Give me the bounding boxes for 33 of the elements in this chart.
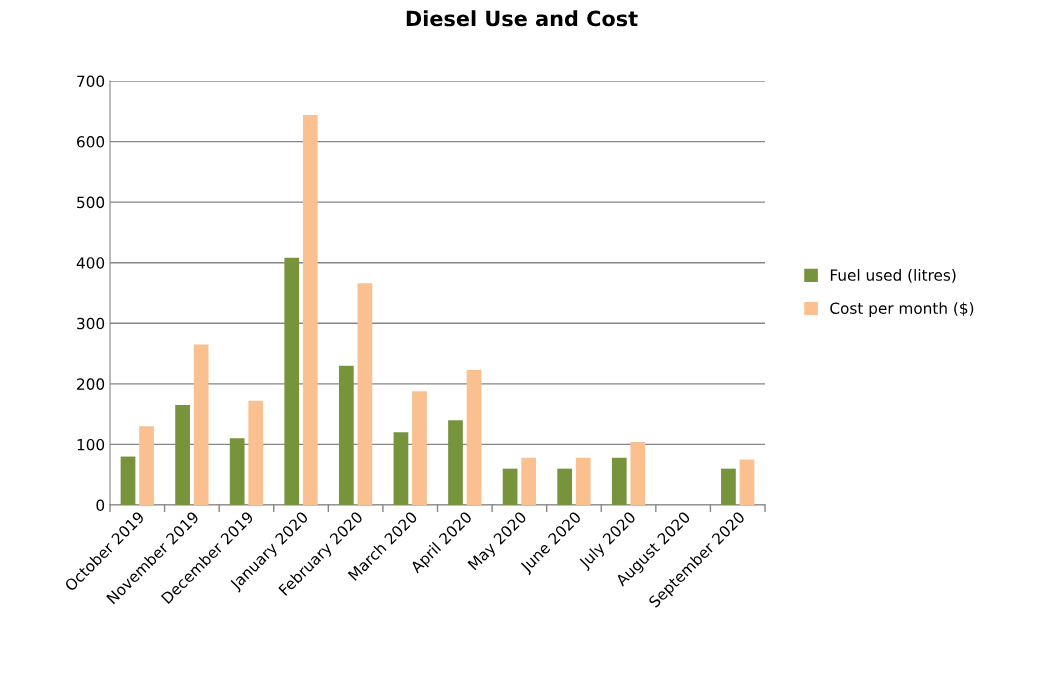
chart-title: Diesel Use and Cost: [406, 10, 638, 27]
y-tick-label: 700: [77, 75, 105, 88]
bar: [721, 468, 736, 505]
bar: [630, 442, 646, 505]
y-tick-label: 300: [77, 317, 105, 330]
bar: [248, 400, 264, 505]
bar: [466, 369, 482, 505]
bar: [521, 457, 537, 505]
bar: [557, 468, 573, 505]
y-tick-label: 200: [77, 378, 105, 390]
y-tick-label: 400: [76, 257, 105, 269]
bar: [393, 432, 409, 505]
y-tick-label: 600: [77, 136, 105, 148]
bar: [739, 459, 755, 505]
bar: [120, 456, 136, 505]
bar: [284, 257, 300, 505]
legend-label: Cost per month ($): [830, 302, 974, 317]
bar: [175, 405, 190, 505]
y-tick-label: 100: [77, 438, 105, 451]
y-tick-label: 0: [96, 499, 105, 512]
bar: [502, 468, 518, 505]
bar: [338, 365, 354, 505]
bar: [139, 426, 154, 505]
bar: [448, 420, 463, 505]
y-tick-label: 500: [77, 196, 105, 209]
bar: [412, 391, 427, 505]
bar: [357, 283, 373, 505]
bar: [611, 457, 627, 505]
bar: [302, 114, 318, 505]
legend-label: Fuel used (litres): [830, 269, 956, 283]
bar: [575, 457, 591, 505]
bar: [193, 344, 209, 505]
bar: [229, 438, 245, 505]
